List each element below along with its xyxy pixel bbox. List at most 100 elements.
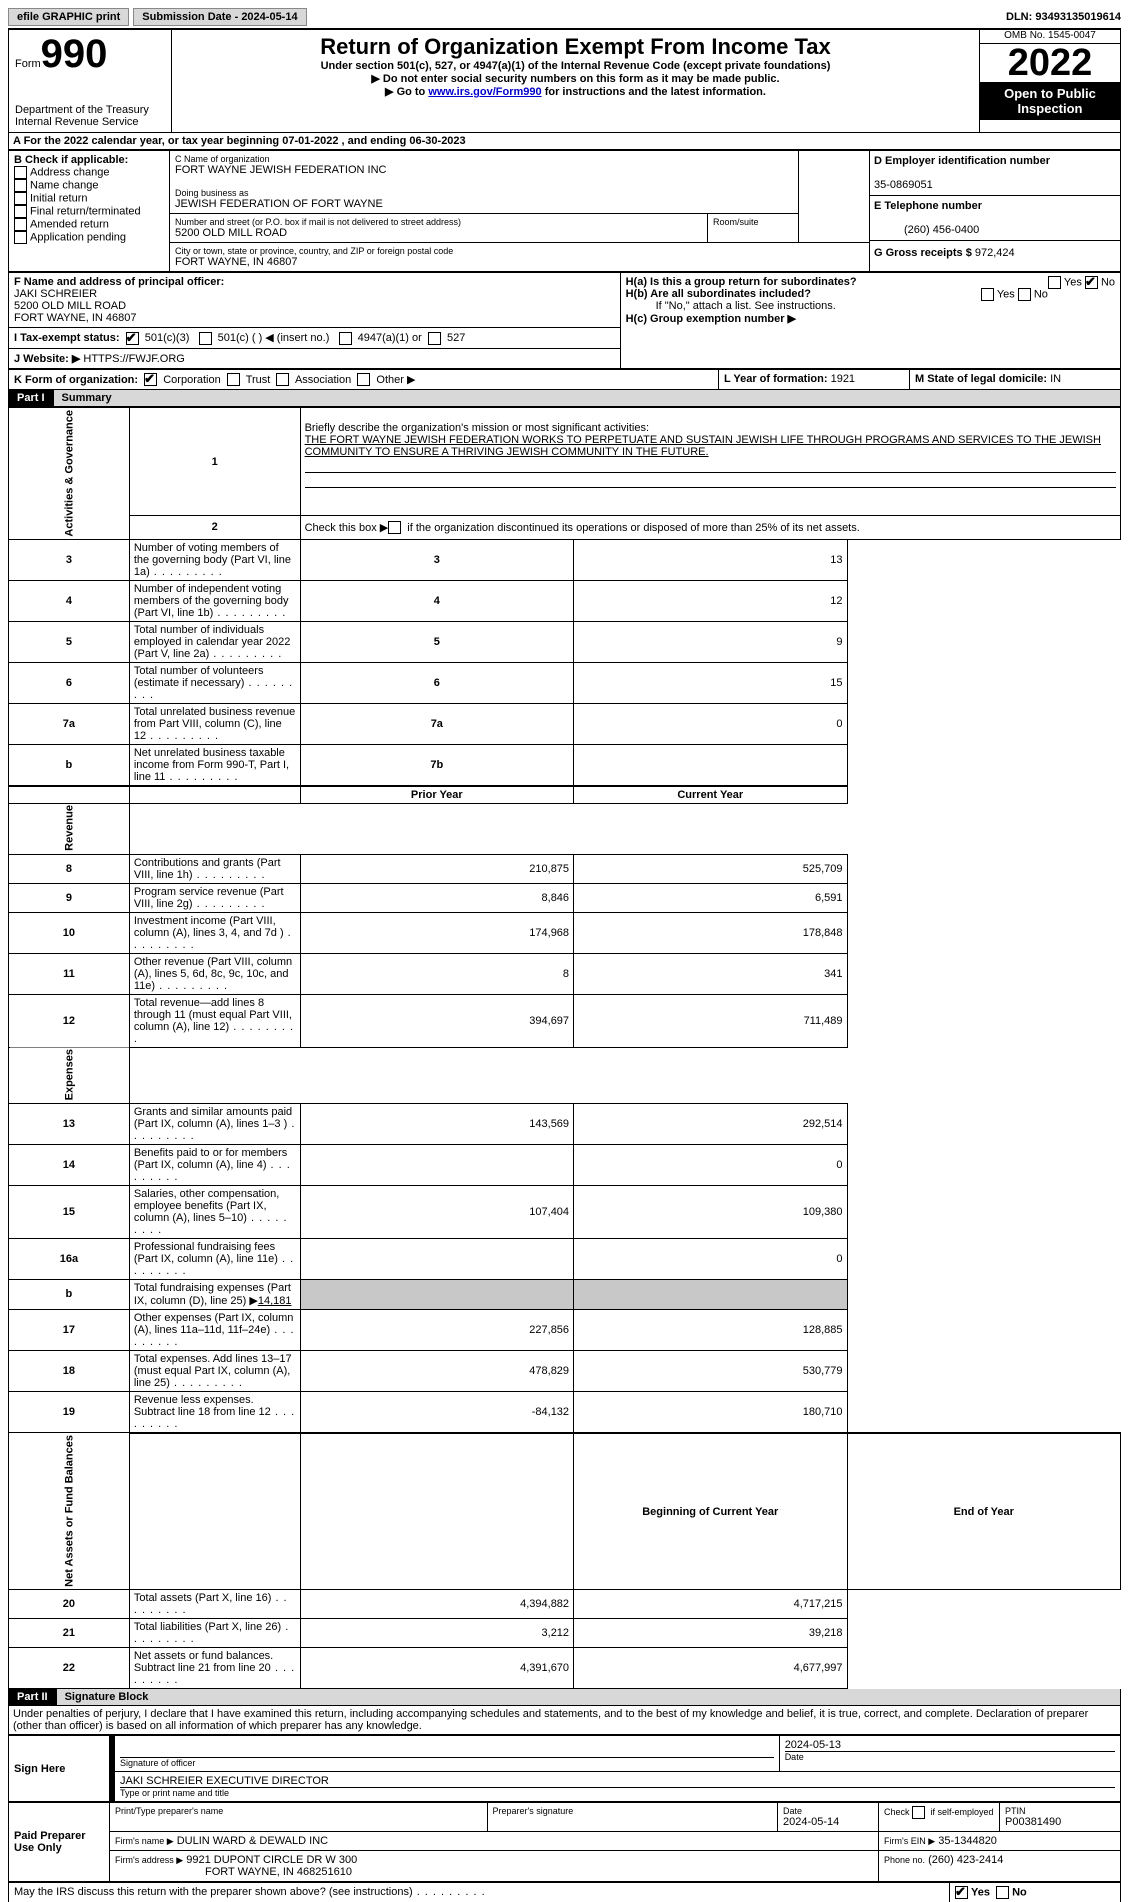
city-label: City or town, state or province, country… [175,246,864,256]
gross-label: G Gross receipts $ [874,247,972,259]
summary-table: Activities & Governance 1 Briefly descri… [8,407,1121,1689]
summary-row-label: Net assets or fund balances. Subtract li… [134,1650,295,1686]
corp-label: Corporation [163,374,220,386]
4947-checkbox[interactable] [339,332,352,345]
assoc-label: Association [295,374,351,386]
prep-name-label: Print/Type preparer's name [115,1806,482,1816]
501c-label: 501(c) ( ) ◀ (insert no.) [218,332,330,344]
summary-row-label: Contributions and grants (Part VIII, lin… [134,857,281,881]
current-value: 178,848 [574,912,847,953]
summary-row-value: 12 [574,580,847,621]
side-expenses: Expenses [9,1047,130,1103]
officer-addr2: FORT WAYNE, IN 46807 [14,312,136,324]
prior-value: 8 [300,953,573,994]
sign-here-block: Sign Here Signature of officer 2024-05-1… [8,1735,1121,1802]
street-address: 5200 OLD MILL ROAD [175,227,702,239]
submission-date: Submission Date - 2024-05-14 [133,8,306,26]
prior-value: 4,394,882 [300,1590,573,1619]
current-value: 6,591 [574,883,847,912]
boxb-checkbox[interactable] [14,179,27,192]
boxb-item: Initial return [30,192,87,204]
website-value: HTTPS://FWJF.ORG [83,353,184,365]
boxb-checkbox[interactable] [14,192,27,205]
side-netassets: Net Assets or Fund Balances [9,1433,130,1590]
box-b-label: B Check if applicable: [14,154,128,166]
current-value: 180,710 [574,1391,847,1433]
side-governance: Activities & Governance [9,408,130,540]
other-checkbox[interactable] [357,373,370,386]
summary-row-value: 0 [574,703,847,744]
city-state-zip: FORT WAYNE, IN 46807 [175,256,864,268]
officer-addr1: 5200 OLD MILL ROAD [14,300,126,312]
hb-no-checkbox[interactable] [1018,288,1031,301]
room-label: Room/suite [713,217,793,227]
form-word: Form [15,58,41,70]
527-label: 527 [447,332,465,344]
current-value: 0 [574,1144,847,1185]
firm-ein-label: Firm's EIN ▶ [884,1836,935,1846]
line2-checkbox[interactable] [388,521,401,534]
year-formation-label: L Year of formation: [724,373,828,385]
boxb-checkbox[interactable] [14,205,27,218]
boxb-item: Address change [30,166,110,178]
hb-yes-checkbox[interactable] [981,288,994,301]
527-checkbox[interactable] [428,332,441,345]
prep-sig-label: Preparer's signature [493,1806,772,1816]
discuss-yes-checkbox[interactable] [955,1886,968,1899]
boxb-checkbox[interactable] [14,231,27,244]
501c3-label: 501(c)(3) [145,332,190,344]
tax-year: 2022 [980,44,1120,82]
firm-addr-label: Firm's address ▶ [115,1855,183,1865]
goto-pre: ▶ Go to [385,86,428,98]
paid-preparer-block: Paid Preparer Use Only Print/Type prepar… [8,1802,1121,1882]
dba-name: JEWISH FEDERATION OF FORT WAYNE [175,198,793,210]
irs-link[interactable]: www.irs.gov/Form990 [428,86,541,98]
prior-value: 143,569 [300,1103,573,1144]
summary-row-label: Benefits paid to or for members (Part IX… [134,1147,291,1183]
self-employed-checkbox[interactable] [912,1806,925,1819]
current-value: 39,218 [574,1619,847,1648]
corp-checkbox[interactable] [144,373,157,386]
prior-value: 174,968 [300,912,573,953]
firm-phone: (260) 423-2414 [928,1854,1003,1866]
discuss-no: No [1012,1887,1027,1899]
ha-yes-checkbox[interactable] [1048,276,1061,289]
dept-treasury: Department of the Treasury [15,104,165,116]
summary-row-label: Salaries, other compensation, employee b… [134,1188,288,1236]
current-value: 4,717,215 [574,1590,847,1619]
assoc-checkbox[interactable] [276,373,289,386]
form-subtitle-1: Under section 501(c), 527, or 4947(a)(1)… [178,60,973,72]
ptin-value: P00381490 [1005,1816,1115,1828]
prior-value: 394,697 [300,994,573,1047]
4947-label: 4947(a)(1) or [358,332,422,344]
current-value: 109,380 [574,1185,847,1238]
yes-label: Yes [1064,276,1082,288]
tax-year-mid: , and ending [342,135,410,147]
tax-year-pre: A For the 2022 calendar year, or tax yea… [13,135,282,147]
form-org-label: K Form of organization: [14,374,138,386]
ptin-label: PTIN [1005,1806,1115,1816]
trust-checkbox[interactable] [227,373,240,386]
hb-note: If "No," attach a list. See instructions… [626,300,1115,312]
ha-no-checkbox[interactable] [1085,276,1098,289]
boxb-checkbox[interactable] [14,218,27,231]
current-value: 128,885 [574,1309,847,1350]
type-name-label: Type or print name and title [120,1787,1115,1798]
perjury-statement: Under penalties of perjury, I declare th… [8,1706,1121,1735]
discuss-row: May the IRS discuss this return with the… [8,1882,1121,1902]
prep-date: 2024-05-14 [783,1816,873,1828]
501c3-checkbox[interactable] [126,332,139,345]
sig-date-label: Date [785,1751,1115,1762]
tax-year-begin: 07-01-2022 [282,135,338,147]
firm-phone-label: Phone no. [884,1855,925,1865]
discuss-no-checkbox[interactable] [996,1886,1009,1899]
prep-date-label: Date [783,1806,873,1816]
boxb-checkbox[interactable] [14,166,27,179]
efile-button[interactable]: efile GRAPHIC print [8,8,129,26]
prior-value: 8,846 [300,883,573,912]
top-bar: efile GRAPHIC print Submission Date - 20… [8,8,1121,26]
end-year-header: End of Year [847,1433,1120,1590]
summary-row-label: Number of voting members of the governin… [134,542,291,578]
501c-checkbox[interactable] [199,332,212,345]
current-value: 530,779 [574,1350,847,1391]
